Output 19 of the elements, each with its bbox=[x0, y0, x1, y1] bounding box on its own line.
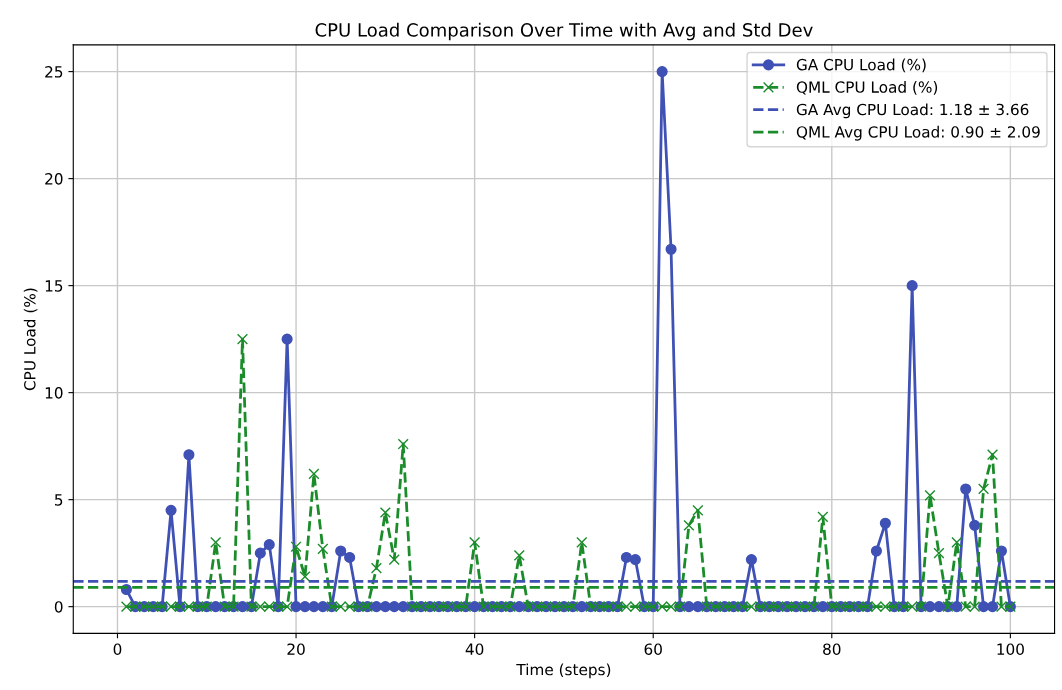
y-tick-label: 25 bbox=[45, 66, 63, 78]
x-tick-label: 60 bbox=[644, 643, 662, 655]
y-tick-label: 10 bbox=[45, 387, 63, 399]
legend-label: GA CPU Load (%) bbox=[796, 58, 926, 73]
x-tick-label: 80 bbox=[823, 643, 841, 655]
y-tick-label: 15 bbox=[45, 280, 63, 292]
y-tick-label: 0 bbox=[54, 601, 63, 613]
y-tick-label: 20 bbox=[45, 173, 63, 185]
x-tick-label: 100 bbox=[997, 643, 1024, 655]
legend-label: GA Avg CPU Load: 1.18 ± 3.66 bbox=[796, 103, 1029, 119]
y-tick-label: 5 bbox=[55, 494, 63, 506]
x-axis-title: Time (steps) bbox=[516, 663, 611, 679]
y-axis-title: CPU Load (%) bbox=[23, 288, 38, 391]
x-tick-label: 40 bbox=[465, 643, 484, 655]
x-tick-label: 20 bbox=[287, 643, 305, 655]
x-tick-label: 0 bbox=[113, 643, 122, 655]
legend-label: QML Avg CPU Load: 0.90 ± 2.09 bbox=[796, 125, 1040, 141]
legend-label: QML CPU Load (%) bbox=[796, 81, 938, 95]
chart-title: CPU Load Comparison Over Time with Avg and Std Dev bbox=[315, 22, 813, 41]
